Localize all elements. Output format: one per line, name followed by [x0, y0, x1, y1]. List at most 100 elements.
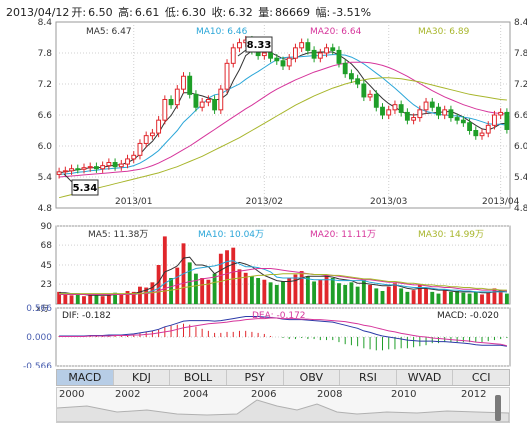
- price-tick-label: 6.6: [514, 111, 527, 121]
- timeline-year: 2002: [115, 389, 141, 400]
- volume-bar: [200, 278, 205, 304]
- tab-wvad[interactable]: WVAD: [397, 370, 454, 385]
- tab-psy[interactable]: PSY: [227, 370, 284, 385]
- candle-body: [448, 109, 454, 119]
- tab-obv[interactable]: OBV: [284, 370, 341, 385]
- candle-body: [485, 124, 491, 134]
- candle-body: [131, 154, 137, 160]
- candle-body: [274, 57, 280, 62]
- open-label: 开:: [71, 6, 87, 19]
- candle-body: [187, 75, 193, 95]
- candle-body: [386, 109, 392, 116]
- change-value: -3.51%: [332, 6, 372, 19]
- quote-date: 2013/04/12: [6, 6, 70, 19]
- volume-tick-label: 23: [41, 280, 52, 290]
- price-tick-label: 6.6: [38, 111, 53, 121]
- price-tick-label: 5.4: [38, 173, 53, 183]
- candle-body: [423, 101, 429, 111]
- candle-body: [342, 62, 348, 75]
- macd-legend-dea: DEA: -0.172: [252, 311, 306, 321]
- x-tick-label: 2013/04: [482, 197, 520, 207]
- volume-legend-ma30: MA30: 14.99万: [418, 230, 484, 240]
- volume-bar: [337, 283, 341, 304]
- candle-body: [100, 165, 106, 170]
- high-label: 高:: [118, 6, 133, 19]
- x-tick-label: 2013/02: [246, 197, 283, 207]
- volume-bar: [113, 292, 118, 304]
- high-price-pointer: [237, 49, 247, 57]
- candle-body: [56, 171, 62, 175]
- volume-bar: [262, 279, 267, 304]
- volume-bar: [225, 250, 229, 304]
- price-tick-label: 8.4: [38, 18, 53, 28]
- timeline-range-handle[interactable]: [495, 395, 501, 421]
- timeline-year: 2000: [59, 389, 85, 400]
- candle-body: [473, 130, 479, 137]
- timeline-year: 2008: [317, 389, 343, 400]
- candle-body: [112, 162, 118, 168]
- volume-bar: [293, 274, 298, 304]
- indicator-tabs: MACD KDJ BOLL PSY OBV RSI WVAD CCI: [56, 369, 510, 386]
- candle-body: [286, 57, 292, 67]
- volume-bar: [467, 293, 472, 304]
- candle-body: [492, 114, 497, 126]
- volume-bar: [417, 284, 422, 304]
- volume-bar: [305, 276, 310, 304]
- tab-rsi[interactable]: RSI: [340, 370, 397, 385]
- volume-bar: [411, 290, 416, 304]
- candle-body: [212, 99, 218, 111]
- candle-body: [62, 170, 68, 173]
- timeline-year: 2010: [391, 389, 417, 400]
- volume-bar: [281, 281, 285, 304]
- volume-tick-label: 45: [41, 261, 52, 271]
- candle-body: [69, 168, 74, 172]
- candle-body: [193, 93, 199, 108]
- timeline-sparkline: [57, 399, 509, 422]
- candle-body: [355, 78, 361, 85]
- volume-bar: [461, 292, 466, 304]
- tab-macd[interactable]: MACD: [57, 370, 114, 385]
- volume-unit-label: x万: [36, 304, 49, 313]
- candle-body: [436, 106, 441, 116]
- tab-boll[interactable]: BOLL: [170, 370, 227, 385]
- volume-bar: [480, 294, 484, 304]
- volume-bar: [206, 279, 211, 304]
- timeline-navigator[interactable]: 2000 2002 2004 2006 2008 2010 2012: [56, 387, 510, 423]
- candle-body: [417, 109, 423, 119]
- candle-body: [442, 109, 448, 116]
- volume-bar: [119, 294, 124, 304]
- close-value: 6.32: [228, 6, 253, 19]
- volume-bar: [405, 291, 410, 304]
- volume-value: 86669: [275, 6, 310, 19]
- candle-body: [168, 99, 174, 106]
- candle-body: [75, 168, 81, 171]
- volume-bar: [231, 247, 236, 304]
- high-value: 6.61: [134, 6, 160, 19]
- volume-bar: [88, 295, 93, 304]
- tab-cci[interactable]: CCI: [471, 371, 491, 384]
- price-legend-ma20: MA20: 6.64: [310, 27, 362, 37]
- candle-body: [106, 162, 112, 167]
- volume-bar: [162, 236, 167, 304]
- candle-body: [218, 88, 224, 111]
- tab-kdj[interactable]: KDJ: [114, 370, 171, 385]
- candle-body: [336, 49, 342, 64]
- close-label: 收:: [211, 6, 227, 19]
- candle-body: [305, 42, 311, 51]
- volume-bar: [349, 282, 354, 304]
- volume-bar: [156, 265, 161, 304]
- low-price-label: 5.34: [73, 183, 98, 194]
- volume-bar: [169, 278, 173, 304]
- macd-line-dea: [59, 317, 508, 347]
- candle-body: [261, 52, 267, 57]
- macd-legend-macd: MACD: -0.020: [437, 311, 499, 321]
- candle-body: [87, 166, 93, 169]
- volume-bar: [380, 291, 385, 304]
- volume-ma-line-ma30: [59, 273, 507, 295]
- candle-body: [156, 119, 162, 134]
- volume-bar: [386, 286, 391, 304]
- candle-body: [224, 62, 230, 90]
- candle-body: [293, 47, 298, 59]
- price-legend-ma10: MA10: 6.46: [196, 27, 248, 37]
- candle-body: [205, 99, 211, 103]
